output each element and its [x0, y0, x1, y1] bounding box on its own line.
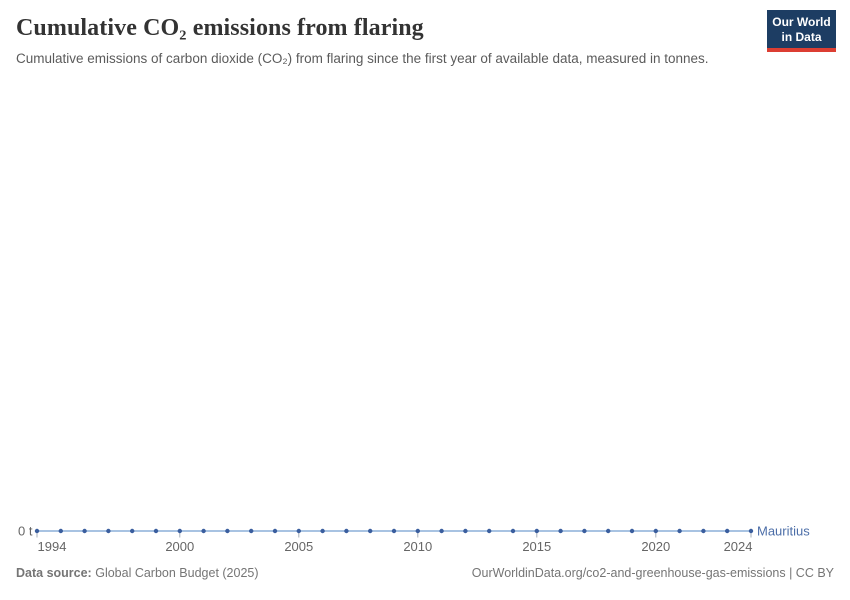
x-axis-tick-label: 2000	[165, 539, 194, 554]
x-axis-tick-label: 2015	[522, 539, 551, 554]
data-point-2006[interactable]	[320, 528, 325, 534]
data-point-2015[interactable]	[534, 528, 539, 534]
data-point-2022[interactable]	[701, 528, 706, 534]
data-point-1997[interactable]	[106, 528, 111, 534]
data-point-1998[interactable]	[130, 528, 135, 534]
data-point-2010[interactable]	[415, 528, 420, 534]
data-point-2014[interactable]	[510, 528, 516, 534]
data-point-2020[interactable]	[653, 528, 658, 534]
data-point-2000[interactable]	[177, 528, 182, 534]
data-point-2002[interactable]	[225, 528, 230, 534]
y-axis-zero-label: 0 t	[18, 524, 33, 539]
x-axis-tick-label: 2010	[403, 539, 432, 554]
data-point-2018[interactable]	[606, 528, 611, 534]
data-point-2023[interactable]	[725, 528, 730, 534]
x-axis-tick-label: 2005	[284, 539, 313, 554]
data-point-2009[interactable]	[391, 528, 397, 534]
chart-subtitle: Cumulative emissions of carbon dioxide (…	[16, 50, 709, 66]
data-point-2024[interactable]	[748, 528, 754, 534]
x-axis-tick-label: 1994	[38, 539, 67, 554]
data-point-2008[interactable]	[368, 528, 373, 534]
line-chart-svg: 1994 2000 2005 2010 2015 2020 2024 0 t Mauritius	[18, 524, 810, 555]
data-point-2013[interactable]	[487, 528, 492, 534]
x-axis-tick-label: 2020	[641, 539, 670, 554]
data-point-1999[interactable]	[153, 528, 159, 534]
chart-header: Cumulative CO₂ emissions from flaring Cu…	[16, 14, 834, 68]
data-point-1994[interactable]	[34, 528, 40, 534]
owid-logo-line1: Our World	[772, 15, 831, 29]
data-point-2021[interactable]	[677, 528, 682, 534]
data-point-2001[interactable]	[201, 528, 206, 534]
chart-footer: Data source: Global Carbon Budget (2025)…	[16, 566, 834, 580]
data-point-2007[interactable]	[344, 528, 349, 534]
data-source-label: Data source:	[16, 566, 92, 580]
data-point-2011[interactable]	[439, 528, 444, 534]
data-source-value: Global Carbon Budget (2025)	[95, 566, 259, 580]
x-axis-tick-label: 2024	[724, 539, 753, 554]
data-point-2017[interactable]	[582, 528, 587, 534]
data-point-1996[interactable]	[82, 528, 87, 534]
chart-canvas: 1994 2000 2005 2010 2015 2020 2024 0 t Mauritius	[0, 90, 850, 565]
data-source: Data source: Global Carbon Budget (2025)	[16, 566, 259, 580]
owid-logo[interactable]: Our World in Data	[767, 10, 836, 52]
data-point-2005[interactable]	[296, 528, 301, 534]
license-link[interactable]: OurWorldinData.org/co2-and-greenhouse-ga…	[471, 566, 834, 580]
data-point-2019[interactable]	[629, 528, 635, 534]
data-point-1995[interactable]	[58, 528, 63, 534]
owid-logo-line2: in Data	[781, 30, 822, 44]
data-point-2003[interactable]	[249, 528, 254, 534]
data-point-2004[interactable]	[272, 528, 278, 534]
series-label-mauritius[interactable]: Mauritius	[757, 524, 810, 539]
data-point-2012[interactable]	[463, 528, 468, 534]
chart-title: Cumulative CO₂ emissions from flaring	[16, 15, 424, 41]
data-point-2016[interactable]	[558, 528, 563, 534]
